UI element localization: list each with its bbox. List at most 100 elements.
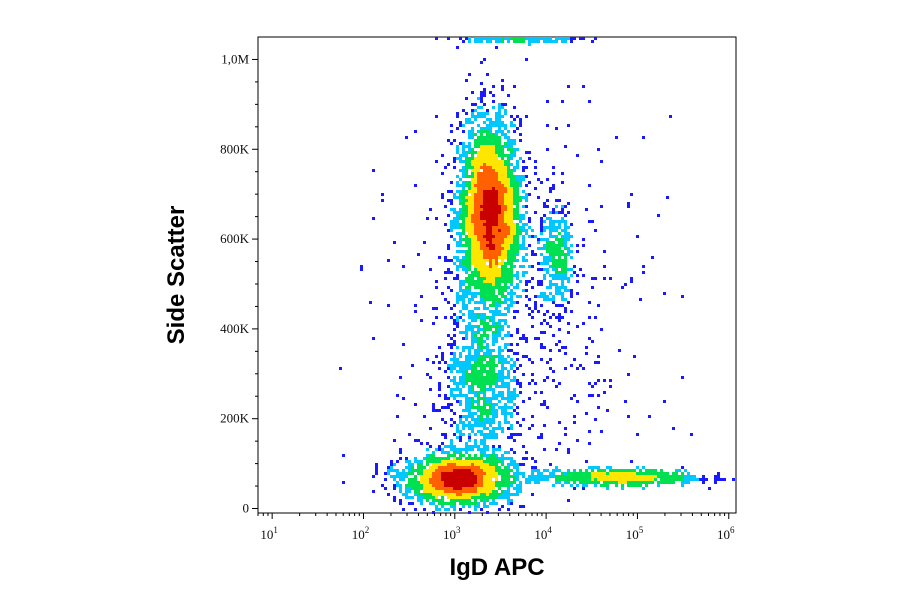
event-dot xyxy=(510,232,513,235)
event-dot xyxy=(459,457,462,460)
event-dot xyxy=(483,505,486,508)
event-dot xyxy=(480,454,483,457)
event-dot xyxy=(480,460,483,463)
event-dot xyxy=(486,154,489,157)
event-dot xyxy=(597,466,600,469)
event-dot xyxy=(486,433,489,436)
event-dot xyxy=(417,499,420,502)
event-dot xyxy=(480,481,483,484)
event-dot xyxy=(462,481,465,484)
event-dot xyxy=(483,292,486,295)
event-dot xyxy=(480,490,483,493)
event-dot xyxy=(462,226,465,229)
event-dot xyxy=(396,460,399,463)
event-dot xyxy=(465,487,468,490)
event-dot xyxy=(465,463,468,466)
event-dot xyxy=(531,457,534,460)
event-dot xyxy=(501,370,504,373)
event-dot xyxy=(567,280,570,283)
event-dot xyxy=(447,247,450,250)
event-dot xyxy=(468,316,471,319)
event-dot xyxy=(663,400,666,403)
event-dot xyxy=(513,184,516,187)
event-dot xyxy=(465,355,468,358)
event-dot xyxy=(549,325,552,328)
event-dot xyxy=(465,181,468,184)
event-dot xyxy=(438,367,441,370)
event-dot xyxy=(486,256,489,259)
event-dot xyxy=(501,391,504,394)
event-dot xyxy=(438,457,441,460)
event-dot xyxy=(531,379,534,382)
event-dot xyxy=(498,244,501,247)
event-dot xyxy=(492,181,495,184)
event-dot xyxy=(627,478,630,481)
event-dot xyxy=(519,364,522,367)
event-dot xyxy=(462,394,465,397)
event-dot xyxy=(498,247,501,250)
event-dot xyxy=(501,103,504,106)
event-dot xyxy=(459,196,462,199)
event-dot xyxy=(582,367,585,370)
event-dot xyxy=(501,394,504,397)
event-dot xyxy=(498,229,501,232)
event-dot xyxy=(501,160,504,163)
event-dot xyxy=(492,37,495,40)
event-dot xyxy=(621,478,624,481)
event-dot xyxy=(450,454,453,457)
event-dot xyxy=(477,301,480,304)
event-dot xyxy=(498,193,501,196)
event-dot xyxy=(519,232,522,235)
event-dot xyxy=(411,463,414,466)
event-dot xyxy=(465,160,468,163)
event-dot xyxy=(420,478,423,481)
event-dot xyxy=(504,451,507,454)
event-dot xyxy=(486,142,489,145)
event-dot xyxy=(486,253,489,256)
event-dot xyxy=(498,394,501,397)
event-dot xyxy=(558,481,561,484)
event-dot xyxy=(387,493,390,496)
event-dot xyxy=(504,409,507,412)
event-dot xyxy=(462,265,465,268)
event-dot xyxy=(456,268,459,271)
event-dot xyxy=(498,370,501,373)
event-dot xyxy=(462,256,465,259)
event-dot xyxy=(492,481,495,484)
event-dot xyxy=(489,193,492,196)
event-dot xyxy=(393,496,396,499)
event-dot xyxy=(486,208,489,211)
event-dot xyxy=(405,493,408,496)
event-dot xyxy=(513,181,516,184)
event-dot xyxy=(552,262,555,265)
event-dot xyxy=(522,265,525,268)
event-dot xyxy=(504,187,507,190)
event-dot xyxy=(681,376,684,379)
event-dot xyxy=(498,271,501,274)
event-dot xyxy=(516,163,519,166)
event-dot xyxy=(477,286,480,289)
event-dot xyxy=(468,229,471,232)
event-dot xyxy=(513,226,516,229)
event-dot xyxy=(474,172,477,175)
event-dot xyxy=(501,40,504,43)
event-dot xyxy=(522,472,525,475)
event-dot xyxy=(507,130,510,133)
event-dot xyxy=(498,283,501,286)
event-dot xyxy=(510,187,513,190)
event-dot xyxy=(447,496,450,499)
event-dot xyxy=(468,133,471,136)
event-dot xyxy=(507,262,510,265)
event-dot xyxy=(564,229,567,232)
event-dot xyxy=(591,466,594,469)
event-dot xyxy=(633,469,636,472)
event-dot xyxy=(456,469,459,472)
event-dot xyxy=(408,472,411,475)
event-dot xyxy=(489,253,492,256)
event-dot xyxy=(462,382,465,385)
event-dot xyxy=(543,274,546,277)
event-dot xyxy=(519,37,522,40)
event-dot xyxy=(402,469,405,472)
event-dot xyxy=(552,166,555,169)
event-dot xyxy=(492,136,495,139)
